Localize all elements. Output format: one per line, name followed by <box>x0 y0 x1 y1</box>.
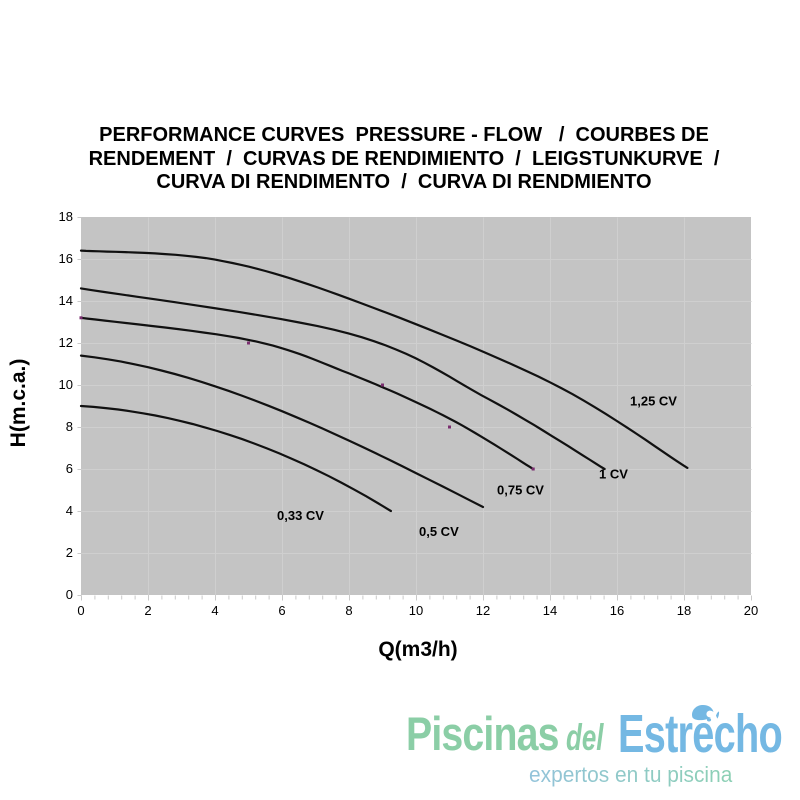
svg-text:1,25 CV: 1,25 CV <box>630 394 677 409</box>
svg-text:0,5 CV: 0,5 CV <box>419 524 459 539</box>
svg-text:0: 0 <box>77 603 84 618</box>
svg-text:2: 2 <box>144 603 151 618</box>
svg-text:20: 20 <box>744 603 758 618</box>
svg-text:H(m.c.a.): H(m.c.a.) <box>7 359 30 448</box>
svg-text:12: 12 <box>59 335 73 350</box>
svg-text:1 CV: 1 CV <box>599 467 628 482</box>
svg-text:0,33 CV: 0,33 CV <box>277 508 324 523</box>
svg-text:16: 16 <box>610 603 624 618</box>
svg-text:6: 6 <box>278 603 285 618</box>
svg-text:8: 8 <box>345 603 352 618</box>
svg-text:18: 18 <box>59 209 73 224</box>
svg-text:2: 2 <box>66 545 73 560</box>
svg-text:16: 16 <box>59 251 73 266</box>
svg-text:10: 10 <box>409 603 423 618</box>
svg-text:18: 18 <box>677 603 691 618</box>
svg-text:Q(m3/h): Q(m3/h) <box>378 638 457 661</box>
svg-text:10: 10 <box>59 377 73 392</box>
svg-text:12: 12 <box>476 603 490 618</box>
svg-text:4: 4 <box>211 603 218 618</box>
svg-text:8: 8 <box>66 419 73 434</box>
svg-text:0,75 CV: 0,75 CV <box>497 483 544 498</box>
svg-text:14: 14 <box>543 603 557 618</box>
svg-text:4: 4 <box>66 503 73 518</box>
svg-text:6: 6 <box>66 461 73 476</box>
svg-text:0: 0 <box>66 587 73 602</box>
svg-text:14: 14 <box>59 293 73 308</box>
